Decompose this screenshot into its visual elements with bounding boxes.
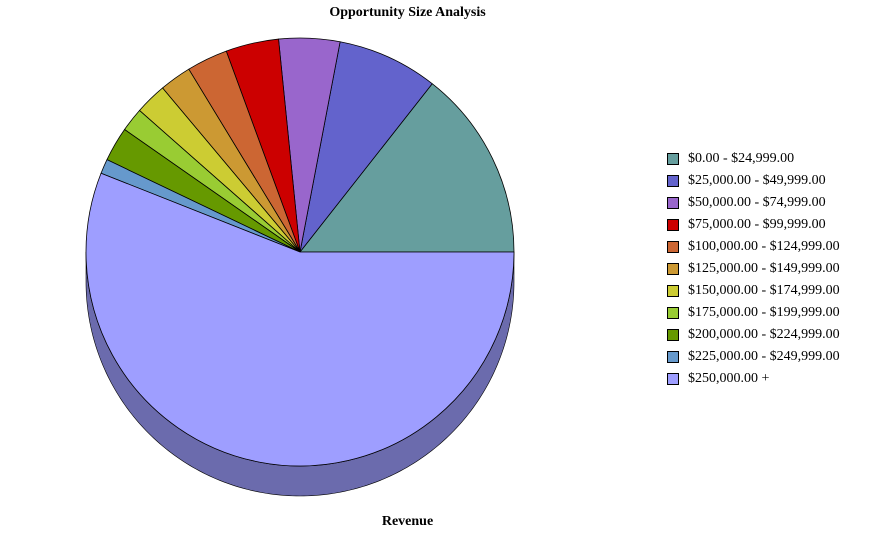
legend-item-4: $100,000.00 - $124,999.00: [667, 236, 872, 258]
legend-label-10: $250,000.00 +: [688, 371, 770, 386]
pie-slice-10: [85, 172, 515, 467]
legend-label-0: $0.00 - $24,999.00: [688, 151, 795, 166]
pie-slice-0: [299, 83, 515, 253]
legend-label-7: $175,000.00 - $199,999.00: [688, 305, 840, 320]
legend-label-1: $25,000.00 - $49,999.00: [688, 173, 826, 188]
pie-slice-1: [299, 41, 433, 253]
legend-swatch-6: [667, 285, 679, 297]
legend-item-3: $75,000.00 - $99,999.00: [667, 214, 872, 236]
legend-item-10: $250,000.00 +: [667, 368, 872, 390]
legend-item-8: $200,000.00 - $224,999.00: [667, 324, 872, 346]
legend-item-2: $50,000.00 - $74,999.00: [667, 192, 872, 214]
legend-item-1: $25,000.00 - $49,999.00: [667, 170, 872, 192]
legend-label-6: $150,000.00 - $174,999.00: [688, 283, 840, 298]
legend-swatch-7: [667, 307, 679, 319]
legend-label-8: $200,000.00 - $224,999.00: [688, 327, 840, 342]
legend-swatch-9: [667, 351, 679, 363]
legend-item-9: $225,000.00 - $249,999.00: [667, 346, 872, 368]
legend-swatch-2: [667, 197, 679, 209]
legend-label-9: $225,000.00 - $249,999.00: [688, 349, 840, 364]
legend-item-7: $175,000.00 - $199,999.00: [667, 302, 872, 324]
legend-label-5: $125,000.00 - $149,999.00: [688, 261, 840, 276]
pie-slices: [85, 37, 515, 467]
legend-swatch-4: [667, 241, 679, 253]
legend-label-4: $100,000.00 - $124,999.00: [688, 239, 840, 254]
legend-item-5: $125,000.00 - $149,999.00: [667, 258, 872, 280]
legend-swatch-3: [667, 219, 679, 231]
chart-legend: $0.00 - $24,999.00 $25,000.00 - $49,999.0…: [667, 148, 872, 390]
chart-title: Opportunity Size Analysis: [329, 5, 486, 20]
legend-swatch-0: [667, 153, 679, 165]
x-axis-label: Revenue: [381, 514, 434, 529]
legend-swatch-10: [667, 373, 679, 385]
legend-item-6: $150,000.00 - $174,999.00: [667, 280, 872, 302]
legend-label-3: $75,000.00 - $99,999.00: [688, 217, 826, 232]
pie-chart: [85, 37, 515, 497]
legend-swatch-8: [667, 329, 679, 341]
legend-item-0: $0.00 - $24,999.00: [667, 148, 872, 170]
legend-swatch-5: [667, 263, 679, 275]
legend-label-2: $50,000.00 - $74,999.00: [688, 195, 826, 210]
legend-swatch-1: [667, 175, 679, 187]
